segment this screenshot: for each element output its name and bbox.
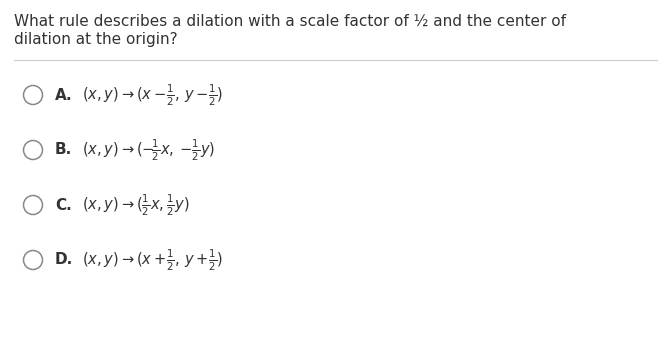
Text: $(x,y)\rightarrow(-\!\frac{1}{2}x,-\!\frac{1}{2}y)$: $(x,y)\rightarrow(-\!\frac{1}{2}x,-\!\fr… [82, 137, 215, 163]
Text: dilation at the origin?: dilation at the origin? [14, 32, 178, 47]
Text: $(x,y)\rightarrow(x-\!\frac{1}{2},\,y-\!\frac{1}{2})$: $(x,y)\rightarrow(x-\!\frac{1}{2},\,y-\!… [82, 82, 223, 108]
Text: What rule describes a dilation with a scale factor of ½ and the center of: What rule describes a dilation with a sc… [14, 14, 566, 29]
Text: D.: D. [55, 252, 73, 267]
Text: $(x,y)\rightarrow(x+\!\frac{1}{2},\,y+\!\frac{1}{2})$: $(x,y)\rightarrow(x+\!\frac{1}{2},\,y+\!… [82, 247, 223, 273]
Text: C.: C. [55, 197, 72, 212]
Text: $(x,y)\rightarrow(\frac{1}{2}x,\frac{1}{2}y)$: $(x,y)\rightarrow(\frac{1}{2}x,\frac{1}{… [82, 192, 190, 218]
Text: A.: A. [55, 87, 72, 102]
Text: B.: B. [55, 142, 72, 157]
